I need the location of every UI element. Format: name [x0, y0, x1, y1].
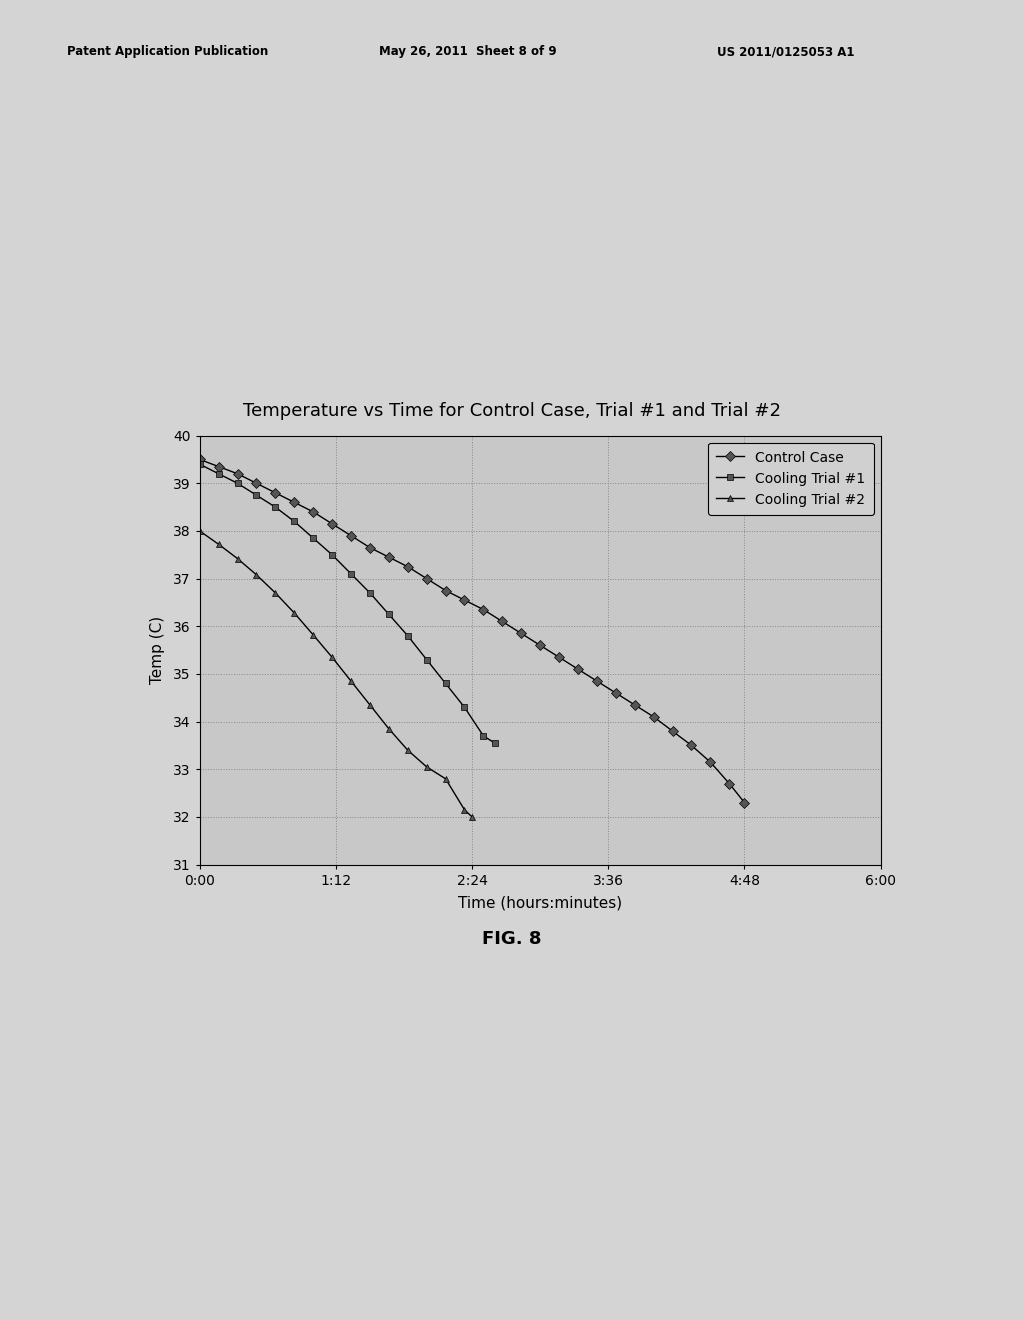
Text: Patent Application Publication: Patent Application Publication — [67, 45, 268, 58]
Control Case — [738, 795, 751, 810]
Cooling Trial #2 — [345, 673, 357, 689]
Control Case — [421, 570, 433, 586]
Cooling Trial #2 — [401, 742, 414, 758]
Control Case — [705, 754, 717, 770]
Text: US 2011/0125053 A1: US 2011/0125053 A1 — [717, 45, 854, 58]
Control Case — [326, 516, 338, 532]
Cooling Trial #1 — [288, 513, 300, 529]
Control Case — [667, 723, 679, 739]
Control Case — [250, 475, 262, 491]
Control Case — [345, 528, 357, 544]
Cooling Trial #2 — [439, 771, 452, 787]
X-axis label: Time (hours:minutes): Time (hours:minutes) — [458, 896, 623, 911]
Cooling Trial #2 — [212, 536, 224, 552]
Cooling Trial #2 — [250, 566, 262, 582]
Control Case — [591, 673, 603, 689]
Legend: Control Case, Cooling Trial #1, Cooling Trial #2: Control Case, Cooling Trial #1, Cooling … — [708, 442, 873, 515]
Line: Cooling Trial #2: Cooling Trial #2 — [197, 528, 475, 821]
Text: FIG. 8: FIG. 8 — [482, 929, 542, 948]
Control Case — [571, 661, 584, 677]
Cooling Trial #2 — [459, 801, 471, 817]
Control Case — [231, 466, 244, 482]
Cooling Trial #1 — [459, 700, 471, 715]
Cooling Trial #2 — [269, 585, 282, 601]
Cooling Trial #2 — [421, 759, 433, 775]
Control Case — [269, 484, 282, 500]
Cooling Trial #2 — [307, 627, 319, 643]
Control Case — [383, 549, 395, 565]
Cooling Trial #1 — [269, 499, 282, 515]
Cooling Trial #1 — [231, 475, 244, 491]
Control Case — [477, 602, 489, 618]
Control Case — [401, 558, 414, 574]
Cooling Trial #1 — [307, 531, 319, 546]
Control Case — [459, 593, 471, 609]
Cooling Trial #1 — [383, 606, 395, 622]
Control Case — [553, 649, 565, 665]
Cooling Trial #1 — [326, 546, 338, 562]
Line: Control Case: Control Case — [197, 455, 748, 807]
Y-axis label: Temp (C): Temp (C) — [150, 616, 165, 684]
Text: May 26, 2011  Sheet 8 of 9: May 26, 2011 Sheet 8 of 9 — [379, 45, 556, 58]
Cooling Trial #1 — [477, 727, 489, 743]
Control Case — [723, 776, 735, 792]
Control Case — [497, 614, 509, 630]
Control Case — [685, 738, 697, 754]
Cooling Trial #2 — [326, 649, 338, 665]
Line: Cooling Trial #1: Cooling Trial #1 — [197, 461, 499, 747]
Cooling Trial #1 — [345, 566, 357, 582]
Cooling Trial #2 — [364, 697, 376, 713]
Cooling Trial #1 — [488, 735, 501, 751]
Cooling Trial #2 — [194, 523, 206, 539]
Control Case — [307, 504, 319, 520]
Cooling Trial #1 — [194, 457, 206, 473]
Cooling Trial #2 — [288, 605, 300, 620]
Control Case — [212, 458, 224, 474]
Control Case — [364, 540, 376, 556]
Cooling Trial #1 — [421, 652, 433, 668]
Text: Temperature vs Time for Control Case, Trial #1 and Trial #2: Temperature vs Time for Control Case, Tr… — [243, 401, 781, 420]
Control Case — [194, 451, 206, 467]
Cooling Trial #2 — [466, 809, 478, 825]
Control Case — [288, 495, 300, 511]
Control Case — [535, 638, 547, 653]
Control Case — [609, 685, 622, 701]
Cooling Trial #1 — [212, 466, 224, 482]
Cooling Trial #2 — [383, 721, 395, 737]
Cooling Trial #1 — [364, 585, 376, 601]
Cooling Trial #1 — [439, 676, 452, 692]
Control Case — [439, 582, 452, 598]
Cooling Trial #1 — [401, 628, 414, 644]
Cooling Trial #2 — [231, 550, 244, 566]
Control Case — [515, 626, 527, 642]
Control Case — [629, 697, 641, 713]
Control Case — [647, 709, 659, 725]
Cooling Trial #1 — [250, 487, 262, 503]
